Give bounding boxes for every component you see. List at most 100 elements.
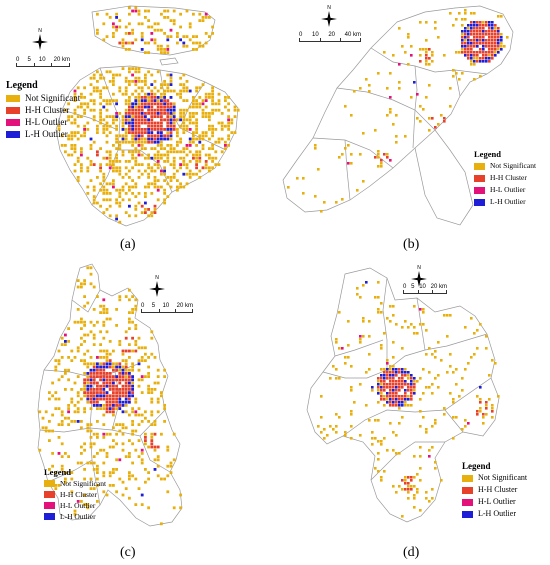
cluster-cell — [392, 365, 395, 368]
cluster-cell — [86, 423, 90, 426]
cluster-cell — [163, 407, 166, 410]
cluster-cell — [112, 439, 115, 442]
cluster-cell — [121, 188, 125, 192]
cluster-cell — [419, 455, 422, 458]
cluster-cell — [404, 371, 407, 374]
cluster-cell — [153, 41, 157, 45]
cluster-cell — [105, 384, 109, 388]
cluster-cell — [214, 128, 218, 131]
cluster-cell — [395, 383, 398, 386]
cluster-cell — [172, 89, 176, 93]
cluster-cell — [124, 134, 128, 138]
cluster-cell — [156, 112, 160, 115]
cluster-cell — [377, 281, 380, 284]
cluster-cell — [160, 131, 163, 134]
scale-tick: 5 — [411, 284, 415, 290]
cluster-cell — [102, 320, 106, 324]
cluster-cell — [118, 169, 122, 173]
cluster-cell — [124, 112, 128, 115]
legend-label: L-H Outlier — [490, 197, 526, 206]
cluster-cell — [163, 51, 166, 54]
cluster-cell — [60, 455, 64, 458]
cluster-cell — [128, 384, 131, 388]
cluster-cell — [179, 108, 182, 112]
cluster-cell — [491, 54, 494, 57]
cluster-cell — [102, 413, 106, 417]
cluster-cell — [217, 108, 221, 112]
cluster-cell — [134, 448, 138, 452]
legend-item-hh-cluster: H-H Cluster — [6, 104, 80, 116]
cluster-cell — [350, 365, 353, 368]
cluster-cell — [169, 471, 173, 474]
legend-label: H-H Cluster — [60, 490, 97, 499]
cluster-cell — [144, 41, 147, 45]
cluster-cell — [201, 102, 205, 106]
cluster-cell — [335, 201, 338, 204]
cluster-cell — [51, 413, 54, 417]
cluster-cell — [124, 375, 128, 378]
cluster-cell — [230, 121, 234, 125]
cluster-cell — [428, 84, 431, 87]
cluster-cell — [458, 395, 461, 398]
cluster-cell — [124, 336, 128, 340]
cluster-cell — [137, 12, 141, 16]
cluster-cell — [121, 41, 125, 45]
cluster-cell — [407, 326, 410, 329]
cluster-cell — [112, 349, 115, 353]
cluster-cell — [217, 163, 221, 166]
cluster-cell — [134, 150, 138, 154]
cluster-cell — [380, 398, 383, 401]
cluster-cell — [86, 128, 90, 131]
cluster-cell — [377, 380, 380, 383]
cluster-cell — [115, 169, 118, 173]
cluster-cell — [214, 150, 218, 154]
cluster-cell — [80, 359, 83, 362]
cluster-cell — [176, 179, 179, 182]
cluster-cell — [96, 468, 99, 471]
cluster-cell — [398, 404, 401, 407]
cluster-cell — [188, 137, 192, 141]
cluster-cell — [192, 48, 195, 51]
cluster-cell — [76, 349, 80, 353]
cluster-cell — [140, 204, 144, 208]
cluster-cell — [479, 24, 482, 27]
cluster-cell — [153, 140, 157, 144]
cluster-cell — [131, 121, 134, 125]
cluster-cell — [80, 105, 83, 109]
cluster-cell — [115, 214, 118, 218]
cluster-cell — [383, 389, 386, 392]
cluster-cell — [172, 102, 176, 106]
cluster-cell — [377, 389, 380, 392]
cluster-cell — [121, 150, 125, 154]
cluster-cell — [134, 6, 138, 10]
cluster-cell — [398, 485, 401, 488]
cluster-cell — [482, 48, 485, 51]
cluster-cell — [169, 137, 173, 141]
cluster-cell — [131, 128, 134, 131]
cluster-cell — [112, 426, 115, 430]
cluster-cell — [128, 391, 131, 394]
cluster-cell — [156, 105, 160, 109]
cluster-cell — [166, 89, 170, 93]
cluster-cell — [60, 343, 64, 346]
cluster-cell — [503, 45, 506, 48]
cluster-cell — [163, 89, 166, 93]
cluster-cell — [452, 401, 455, 404]
cluster-cell — [124, 86, 128, 90]
cluster-cell — [108, 156, 112, 160]
cluster-cell — [192, 121, 195, 125]
cluster-cell — [482, 42, 485, 45]
cluster-cell — [128, 102, 131, 106]
island-outline — [91, 5, 216, 56]
cluster-cell — [156, 464, 160, 468]
cluster-cell — [192, 140, 195, 144]
cluster-cell — [386, 114, 389, 117]
cluster-cell — [488, 24, 491, 27]
cluster-cell — [105, 432, 109, 436]
cluster-cell — [386, 377, 389, 380]
cluster-cell — [323, 428, 326, 431]
cluster-cell — [473, 24, 476, 27]
cluster-cell — [115, 153, 118, 157]
swatch-hh-cluster — [462, 486, 473, 494]
cluster-cell — [491, 359, 494, 362]
